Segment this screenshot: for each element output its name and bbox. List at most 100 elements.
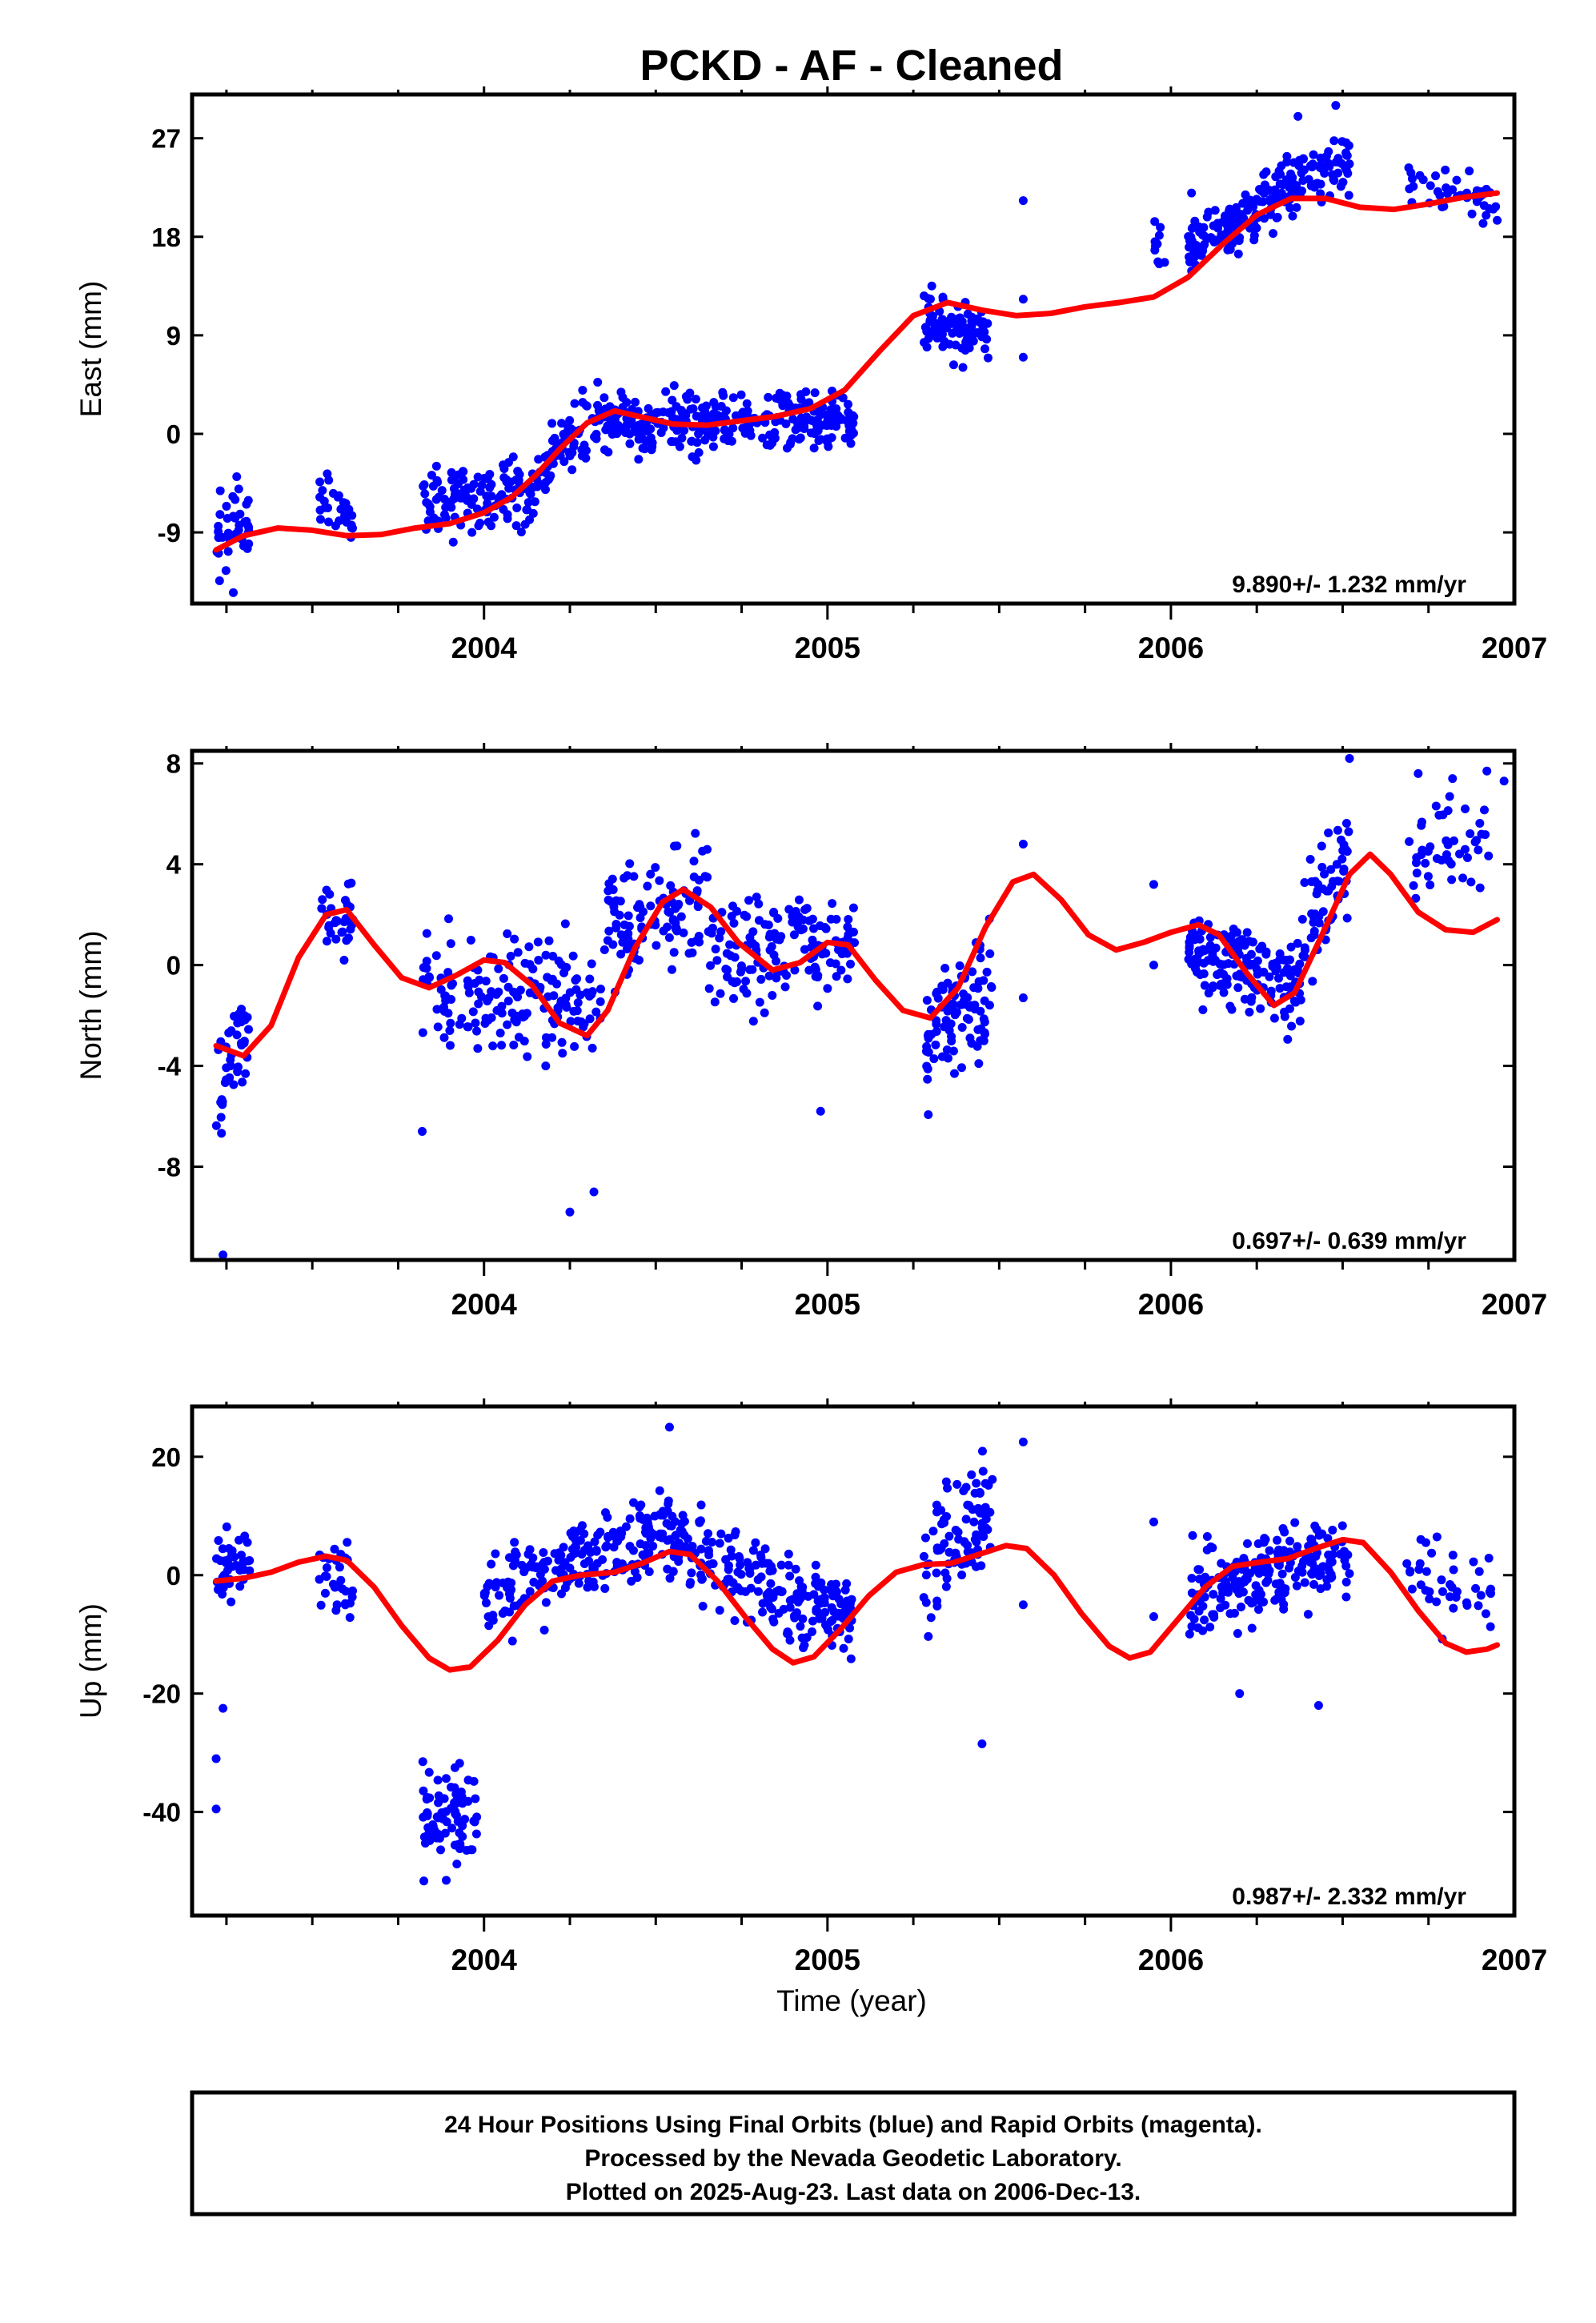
east-data-point (1431, 171, 1441, 181)
north-data-point (802, 904, 812, 913)
up-data-point (977, 1446, 987, 1456)
north-data-point (495, 1028, 505, 1037)
up-data-point (453, 1816, 463, 1826)
east-data-point (547, 419, 557, 428)
east-data-point (540, 485, 550, 495)
east-data-point (1491, 202, 1501, 211)
up-data-point (1407, 1584, 1417, 1594)
up-data-point (715, 1606, 724, 1615)
north-data-point (729, 918, 739, 928)
north-data-point (524, 942, 534, 952)
north-data-point (691, 828, 700, 838)
east-data-point (1018, 196, 1028, 206)
east-data-point (694, 429, 704, 439)
north-data-point (1149, 880, 1158, 889)
east-data-point (221, 566, 231, 576)
east-data-point (463, 495, 472, 505)
east-data-point (688, 404, 698, 414)
north-data-point (470, 978, 479, 988)
up-data-point (1259, 1597, 1269, 1607)
up-data-point (1432, 1597, 1442, 1607)
north-data-point (219, 1250, 228, 1260)
up-data-point (664, 1496, 673, 1506)
up-data-point (641, 1523, 651, 1532)
north-data-point (1499, 776, 1509, 786)
east-data-point (1018, 295, 1028, 304)
north-data-point (976, 953, 985, 963)
north-data-point (764, 971, 774, 981)
north-data-point (1219, 988, 1229, 997)
north-data-point (1149, 961, 1158, 970)
up-data-point (978, 1466, 988, 1476)
east-data-point (541, 478, 551, 487)
north-data-point (836, 965, 846, 975)
up-data-point (1476, 1591, 1486, 1600)
up-data-point (1229, 1608, 1239, 1618)
north-data-point (612, 923, 621, 933)
up-data-point (1200, 1615, 1209, 1625)
north-data-point (949, 1069, 959, 1078)
north-data-point (1326, 865, 1336, 874)
north-data-point (659, 926, 668, 936)
up-data-point (419, 1832, 429, 1842)
north-data-point (937, 981, 947, 991)
up-data-point (1275, 1579, 1285, 1588)
up-data-point (784, 1549, 793, 1559)
north-data-point (455, 1020, 464, 1029)
up-data-point (1273, 1535, 1282, 1545)
up-data-point (441, 1774, 451, 1783)
east-data-point (932, 333, 942, 343)
east-data-point (1331, 101, 1341, 110)
north-data-point (732, 906, 742, 916)
north-data-point (739, 985, 748, 994)
east-data-point (948, 360, 958, 370)
east-data-point (483, 499, 492, 508)
north-data-point (668, 916, 678, 925)
north-data-point (1455, 849, 1465, 859)
north-data-point (1235, 972, 1245, 981)
up-data-point (972, 1537, 981, 1547)
up-data-point (1239, 1554, 1249, 1563)
north-data-point (418, 1028, 427, 1037)
north-data-point (624, 921, 634, 931)
up-data-point (680, 1517, 689, 1527)
east-data-point (1241, 190, 1250, 199)
north-data-point (820, 923, 830, 933)
east-data-point (677, 433, 687, 443)
up-data-point (655, 1486, 664, 1495)
north-data-point (233, 1018, 243, 1028)
east-ytick-label: 0 (166, 419, 181, 449)
north-data-point (1275, 984, 1285, 993)
north-frame (190, 748, 1517, 1262)
north-data-point (646, 869, 656, 879)
up-data-point (802, 1633, 812, 1643)
up-data-point (1341, 1592, 1351, 1602)
up-data-point (1018, 1437, 1028, 1446)
up-data-point (418, 1757, 427, 1767)
north-data-point (1308, 977, 1317, 986)
north-data-point (736, 967, 745, 977)
north-data-point (923, 1074, 932, 1084)
east-data-point (1260, 214, 1269, 223)
north-data-point (748, 965, 757, 974)
up-data-point (736, 1560, 745, 1570)
up-data-point (436, 1845, 446, 1855)
north-data-point (1287, 1021, 1297, 1031)
up-data-point (627, 1576, 636, 1586)
north-data-point (534, 955, 543, 965)
north-data-point (541, 1061, 551, 1071)
east-data-point (718, 387, 728, 397)
up-ytick-label: -40 (142, 1798, 181, 1828)
east-data-point (432, 475, 442, 485)
up-fit-curve (213, 1536, 1500, 1673)
up-data-point (785, 1635, 795, 1645)
north-data-point (1226, 931, 1236, 941)
east-data-point (826, 405, 836, 415)
north-data-point (1268, 961, 1277, 971)
north-data-point (1462, 853, 1472, 863)
north-data-point (623, 871, 632, 881)
north-data-point (1256, 1004, 1265, 1013)
north-data-point (1257, 941, 1267, 951)
east-data-point (810, 388, 820, 398)
